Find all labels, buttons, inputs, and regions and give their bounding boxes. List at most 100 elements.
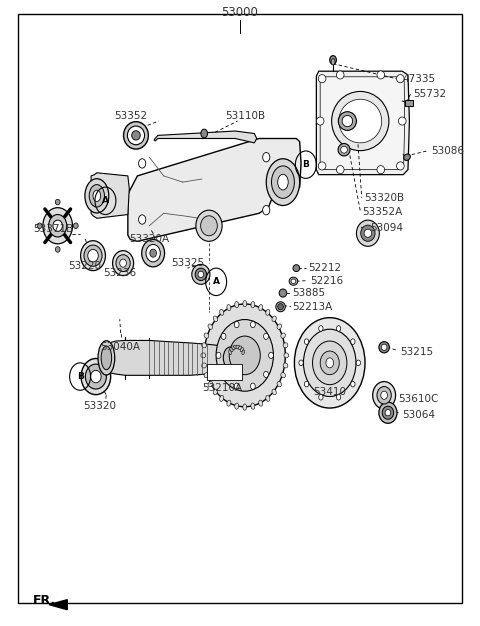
- Ellipse shape: [235, 302, 239, 308]
- Ellipse shape: [382, 406, 394, 419]
- Ellipse shape: [289, 277, 298, 285]
- Polygon shape: [320, 77, 405, 170]
- Ellipse shape: [192, 264, 210, 284]
- Ellipse shape: [331, 59, 335, 65]
- Ellipse shape: [234, 383, 239, 389]
- Text: B: B: [77, 372, 84, 381]
- Ellipse shape: [304, 381, 309, 387]
- Text: 53410: 53410: [313, 386, 346, 396]
- Ellipse shape: [396, 74, 404, 83]
- Ellipse shape: [372, 382, 396, 409]
- Ellipse shape: [294, 317, 365, 408]
- Ellipse shape: [208, 381, 213, 387]
- Ellipse shape: [213, 389, 217, 395]
- Ellipse shape: [223, 347, 238, 369]
- Ellipse shape: [339, 100, 382, 143]
- Text: B: B: [302, 160, 309, 169]
- Text: 53236: 53236: [103, 268, 136, 278]
- Text: 53220: 53220: [69, 260, 101, 270]
- Ellipse shape: [263, 153, 270, 162]
- Ellipse shape: [312, 341, 347, 384]
- Text: 53325: 53325: [171, 258, 204, 268]
- Ellipse shape: [48, 215, 67, 237]
- Ellipse shape: [269, 352, 274, 359]
- Ellipse shape: [251, 403, 255, 409]
- Ellipse shape: [364, 229, 372, 237]
- Text: 52212: 52212: [308, 263, 341, 273]
- Ellipse shape: [318, 74, 326, 83]
- Ellipse shape: [195, 268, 206, 280]
- Ellipse shape: [142, 240, 165, 267]
- Ellipse shape: [316, 117, 324, 125]
- Ellipse shape: [208, 324, 213, 329]
- Polygon shape: [128, 138, 301, 242]
- Text: 53371B: 53371B: [33, 225, 73, 235]
- Ellipse shape: [88, 249, 98, 262]
- Ellipse shape: [202, 363, 206, 368]
- Ellipse shape: [89, 185, 105, 207]
- Text: 52213A: 52213A: [292, 302, 333, 312]
- Ellipse shape: [55, 247, 60, 252]
- Ellipse shape: [266, 309, 270, 316]
- Ellipse shape: [379, 342, 389, 353]
- Ellipse shape: [259, 400, 263, 406]
- Ellipse shape: [53, 220, 62, 232]
- Ellipse shape: [338, 111, 357, 130]
- Ellipse shape: [234, 345, 238, 348]
- Ellipse shape: [196, 210, 222, 242]
- Bar: [405, 100, 413, 106]
- Ellipse shape: [240, 347, 243, 352]
- Ellipse shape: [251, 383, 255, 389]
- Ellipse shape: [231, 346, 235, 349]
- Ellipse shape: [284, 353, 288, 358]
- Ellipse shape: [73, 223, 78, 228]
- Ellipse shape: [123, 121, 148, 149]
- Ellipse shape: [278, 304, 283, 310]
- Ellipse shape: [276, 302, 285, 312]
- Ellipse shape: [204, 304, 285, 407]
- Ellipse shape: [272, 316, 276, 322]
- Ellipse shape: [235, 403, 239, 409]
- Ellipse shape: [37, 223, 42, 228]
- Ellipse shape: [330, 56, 336, 64]
- Ellipse shape: [93, 190, 101, 202]
- Text: 53000: 53000: [222, 6, 258, 19]
- Ellipse shape: [242, 350, 245, 354]
- Ellipse shape: [204, 333, 209, 338]
- Text: 53885: 53885: [292, 288, 325, 298]
- Ellipse shape: [198, 271, 204, 277]
- Ellipse shape: [251, 321, 255, 327]
- Ellipse shape: [266, 396, 270, 401]
- Ellipse shape: [201, 129, 207, 138]
- Ellipse shape: [341, 146, 348, 153]
- Polygon shape: [49, 600, 67, 610]
- Ellipse shape: [234, 321, 239, 327]
- Ellipse shape: [221, 333, 226, 339]
- Ellipse shape: [132, 131, 140, 140]
- Text: 53086: 53086: [431, 146, 464, 156]
- Ellipse shape: [326, 358, 334, 368]
- Ellipse shape: [272, 166, 294, 198]
- Text: 52216: 52216: [311, 275, 344, 285]
- Text: A: A: [102, 197, 109, 205]
- Text: 53040A: 53040A: [100, 342, 140, 352]
- Text: 53320: 53320: [83, 401, 116, 411]
- Ellipse shape: [377, 386, 391, 404]
- Ellipse shape: [116, 255, 130, 272]
- Ellipse shape: [351, 381, 355, 387]
- Ellipse shape: [283, 363, 288, 368]
- Ellipse shape: [127, 126, 144, 145]
- Ellipse shape: [91, 371, 101, 383]
- Ellipse shape: [336, 326, 341, 331]
- Text: 53210A: 53210A: [202, 383, 242, 393]
- Ellipse shape: [216, 319, 274, 391]
- Ellipse shape: [281, 333, 286, 338]
- Ellipse shape: [279, 289, 287, 297]
- Ellipse shape: [263, 205, 270, 215]
- Ellipse shape: [264, 333, 268, 339]
- Ellipse shape: [283, 343, 288, 348]
- Ellipse shape: [201, 216, 217, 236]
- Text: 53352A: 53352A: [362, 207, 402, 217]
- Ellipse shape: [277, 381, 282, 387]
- Text: 53320B: 53320B: [364, 193, 404, 203]
